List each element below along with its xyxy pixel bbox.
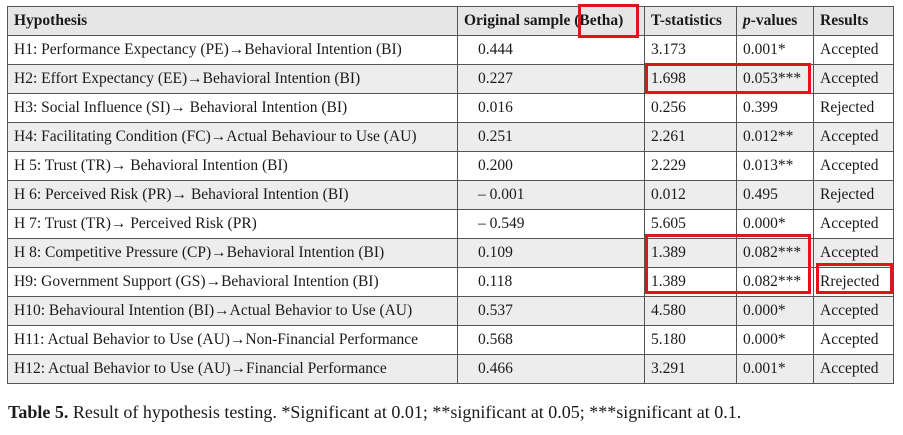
cell-t-statistic: 2.261 [644, 122, 737, 152]
header-p-rest: -values [750, 12, 798, 29]
cell-result: Accepted [813, 209, 894, 239]
cell-result: Accepted [813, 122, 894, 152]
cell-p-value: 0.000* [736, 325, 814, 355]
table-row: H 8: Competitive Pressure (CP)→Behaviora… [7, 238, 894, 268]
cell-hypothesis: H10: Behavioural Intention (BI)→Actual B… [7, 296, 458, 326]
table-caption: Table 5. Result of hypothesis testing. *… [8, 402, 741, 423]
cell-p-value: 0.000* [736, 209, 814, 239]
cell-p-value: 0.001* [736, 35, 814, 65]
cell-p-value: 0.053*** [736, 64, 814, 94]
table-row: H1: Performance Expectancy (PE)→Behavior… [7, 35, 894, 65]
cell-hypothesis: H 6: Perceived Risk (PR)→ Behavioral Int… [7, 180, 458, 210]
cell-original-sample: 0.016 [457, 93, 645, 123]
cell-original-sample: – 0.549 [457, 209, 645, 239]
cell-original-sample: 0.568 [457, 325, 645, 355]
cell-hypothesis: H 8: Competitive Pressure (CP)→Behaviora… [7, 238, 458, 268]
cell-result: Accepted [813, 35, 894, 65]
cell-result: Accepted [813, 354, 894, 384]
cell-original-sample: – 0.001 [457, 180, 645, 210]
cell-p-value: 0.495 [736, 180, 814, 210]
cell-t-statistic: 0.012 [644, 180, 737, 210]
cell-hypothesis: H1: Performance Expectancy (PE)→Behavior… [7, 35, 458, 65]
table-row: H11: Actual Behavior to Use (AU)→Non-Fin… [7, 325, 894, 355]
table-row: H 6: Perceived Risk (PR)→ Behavioral Int… [7, 180, 894, 210]
cell-t-statistic: 5.180 [644, 325, 737, 355]
cell-p-value: 0.082*** [736, 267, 814, 297]
cell-hypothesis: H2: Effort Expectancy (EE)→Behavioral In… [7, 64, 458, 94]
cell-t-statistic: 5.605 [644, 209, 737, 239]
hypothesis-table: Hypothesis Original sample (Betha) T-sta… [7, 6, 894, 384]
cell-result: Accepted [813, 238, 894, 268]
cell-p-value: 0.399 [736, 93, 814, 123]
cell-result: Rejected [813, 93, 894, 123]
cell-original-sample: 0.444 [457, 35, 645, 65]
header-original-sample: Original sample (Betha) [457, 6, 645, 36]
header-p-italic: p [743, 12, 751, 29]
header-hypothesis: Hypothesis [7, 6, 458, 36]
cell-p-value: 0.082*** [736, 238, 814, 268]
table-header-row: Hypothesis Original sample (Betha) T-sta… [7, 6, 894, 36]
cell-t-statistic: 1.389 [644, 238, 737, 268]
header-t-statistics: T-statistics [644, 6, 737, 36]
cell-p-value: 0.013** [736, 151, 814, 181]
cell-original-sample: 0.251 [457, 122, 645, 152]
caption-text: Result of hypothesis testing. *Significa… [68, 402, 742, 422]
cell-result: Rrejected [813, 267, 894, 297]
table-row: H12: Actual Behavior to Use (AU)→Financi… [7, 354, 894, 384]
header-p-values: p-values [736, 6, 814, 36]
cell-t-statistic: 4.580 [644, 296, 737, 326]
cell-hypothesis: H 7: Trust (TR)→ Perceived Risk (PR) [7, 209, 458, 239]
cell-original-sample: 0.227 [457, 64, 645, 94]
cell-t-statistic: 3.173 [644, 35, 737, 65]
cell-hypothesis: H4: Facilitating Condition (FC)→Actual B… [7, 122, 458, 152]
cell-hypothesis: H9: Government Support (GS)→Behavioral I… [7, 267, 458, 297]
cell-t-statistic: 0.256 [644, 93, 737, 123]
cell-result: Accepted [813, 325, 894, 355]
table-row: H4: Facilitating Condition (FC)→Actual B… [7, 122, 894, 152]
cell-original-sample: 0.537 [457, 296, 645, 326]
cell-original-sample: 0.466 [457, 354, 645, 384]
cell-hypothesis: H11: Actual Behavior to Use (AU)→Non-Fin… [7, 325, 458, 355]
header-betha: (Betha) [574, 12, 624, 29]
caption-label: Table 5. [8, 402, 69, 422]
cell-result: Rejected [813, 180, 894, 210]
cell-original-sample: 0.200 [457, 151, 645, 181]
cell-p-value: 0.001* [736, 354, 814, 384]
cell-t-statistic: 2.229 [644, 151, 737, 181]
cell-p-value: 0.000* [736, 296, 814, 326]
table-row: H 7: Trust (TR)→ Perceived Risk (PR) – 0.… [7, 209, 894, 239]
cell-hypothesis: H 5: Trust (TR)→ Behavioral Intention (B… [7, 151, 458, 181]
table-row: H 5: Trust (TR)→ Behavioral Intention (B… [7, 151, 894, 181]
table-row: H2: Effort Expectancy (EE)→Behavioral In… [7, 64, 894, 94]
cell-p-value: 0.012** [736, 122, 814, 152]
cell-original-sample: 0.109 [457, 238, 645, 268]
cell-result: Accepted [813, 151, 894, 181]
cell-result: Accepted [813, 296, 894, 326]
header-results: Results [813, 6, 894, 36]
cell-result: Accepted [813, 64, 894, 94]
table-row: H3: Social Influence (SI)→ Behavioral In… [7, 93, 894, 123]
cell-original-sample: 0.118 [457, 267, 645, 297]
cell-hypothesis: H3: Social Influence (SI)→ Behavioral In… [7, 93, 458, 123]
cell-hypothesis: H12: Actual Behavior to Use (AU)→Financi… [7, 354, 458, 384]
cell-t-statistic: 1.698 [644, 64, 737, 94]
cell-t-statistic: 3.291 [644, 354, 737, 384]
table-row: H9: Government Support (GS)→Behavioral I… [7, 267, 894, 297]
table-row: H10: Behavioural Intention (BI)→Actual B… [7, 296, 894, 326]
cell-t-statistic: 1.389 [644, 267, 737, 297]
header-original-sample-label: Original sample [464, 12, 575, 29]
